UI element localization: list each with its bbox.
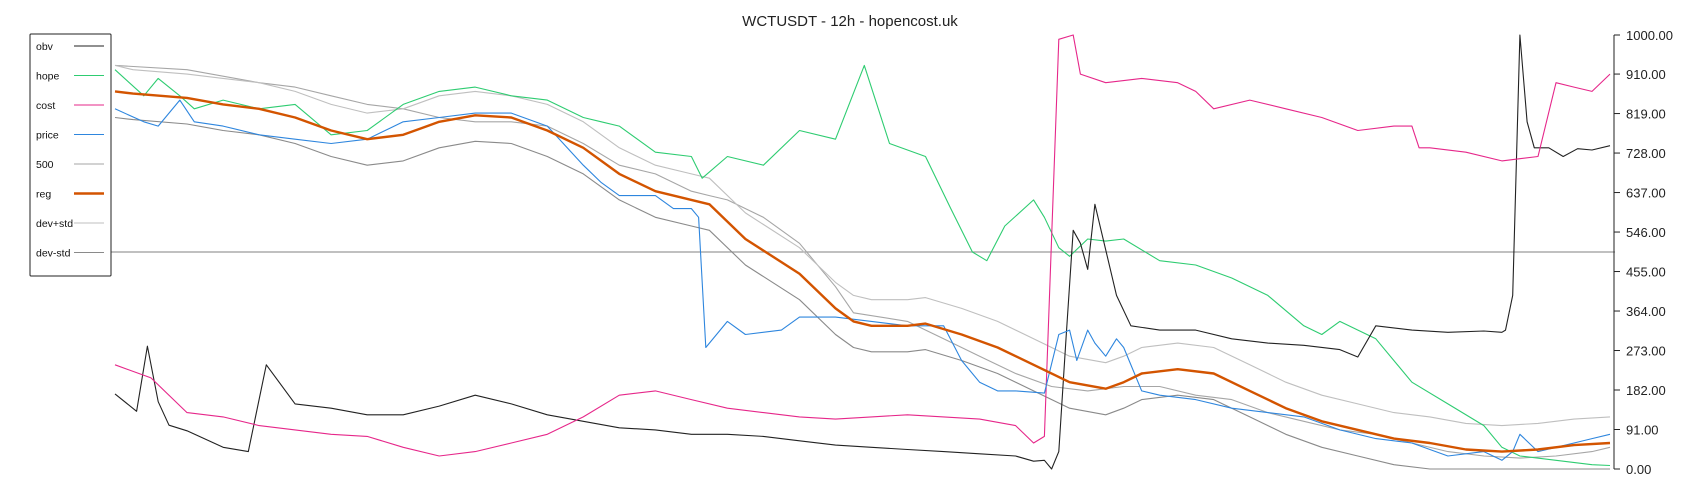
legend-box	[29, 33, 112, 277]
y-tick-label: 91.00	[1626, 423, 1659, 438]
legend-label-obv: obv	[36, 41, 54, 53]
legend-label-price: price	[36, 130, 59, 142]
y-tick-label: 182.00	[1626, 383, 1666, 398]
series-line-hope	[114, 64, 1611, 467]
y-tick-label: 728.00	[1626, 146, 1666, 161]
y-tick-label: 0.00	[1626, 462, 1651, 477]
legend-label-hope: hope	[36, 71, 60, 83]
series-line-cost	[114, 34, 1611, 457]
y-tick-label: 546.00	[1626, 225, 1666, 240]
legend-label-dev-std: dev+std	[36, 218, 73, 230]
series-line-dev-std	[114, 116, 1610, 470]
series-line-500	[114, 64, 1611, 459]
series-line-price	[114, 99, 1611, 461]
chart-title: WCTUSDT - 12h - hopencost.uk	[742, 13, 958, 30]
y-axis: 1000.00 910.00 819.00 728.00 637.00 546.00 455…	[1613, 28, 1673, 477]
legend-label-cost: cost	[36, 100, 55, 112]
legend-label-500: 500	[36, 159, 54, 171]
legend-label-dev-std: dev-std	[36, 248, 71, 260]
y-tick-label: 364.00	[1626, 304, 1666, 319]
y-tick-label: 819.00	[1626, 107, 1666, 122]
series-layer	[114, 34, 1611, 470]
y-tick-label: 1000.00	[1626, 28, 1673, 43]
y-tick-label: 273.00	[1626, 344, 1666, 359]
series-line-dev-std	[114, 64, 1611, 427]
y-tick-label: 637.00	[1626, 186, 1666, 201]
series-line-obv	[114, 34, 1611, 470]
y-tick-label: 910.00	[1626, 67, 1666, 82]
series-line-reg	[114, 90, 1611, 453]
legend: obv hope cost price 500 reg dev+std dev-std	[29, 33, 112, 277]
legend-label-reg: reg	[36, 189, 51, 201]
y-tick-label: 455.00	[1626, 265, 1666, 280]
